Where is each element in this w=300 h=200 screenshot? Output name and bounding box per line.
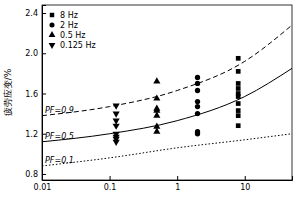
legend: 8 Hz2 Hz0.5 Hz0.125 Hz	[49, 11, 96, 50]
point	[236, 108, 241, 113]
legend-label: 0.125 Hz	[60, 41, 96, 50]
legend-entry: 0.5 Hz	[49, 31, 86, 40]
point	[195, 104, 200, 109]
tick: 10	[240, 176, 250, 192]
legend-label: 2 Hz	[60, 21, 78, 30]
legend-symbol	[49, 31, 56, 37]
tick-label: 0.8	[25, 170, 38, 179]
chart: 0.010.11100.81.21.62.02.4PF=0.9PF=0.5PF=…	[0, 0, 300, 200]
legend-label: 8 Hz	[60, 11, 78, 20]
axis-line	[43, 176, 293, 181]
legend-symbol	[50, 13, 54, 17]
curve	[42, 25, 292, 116]
tick-label: 1	[175, 183, 180, 192]
point	[195, 75, 200, 80]
point	[113, 104, 120, 110]
tick-mark	[42, 13, 46, 14]
legend-entry: 0.125 Hz	[49, 41, 96, 50]
tick-mark	[42, 53, 46, 54]
tick-label: 0.01	[34, 183, 52, 192]
point	[113, 112, 120, 118]
legend-symbol	[49, 22, 54, 27]
point	[236, 81, 241, 86]
point	[195, 81, 200, 86]
tick-label: 1.6	[25, 90, 38, 99]
tick: 0.1	[104, 176, 117, 192]
tick-label: 1.2	[25, 130, 38, 139]
tick-label: 2.4	[25, 9, 38, 18]
curve-label: PF=0.1	[45, 156, 74, 165]
legend-symbol	[49, 43, 56, 49]
point	[113, 140, 120, 146]
tick-mark	[42, 174, 46, 175]
plot: 0.010.11100.81.21.62.02.4PF=0.9PF=0.5PF=…	[25, 5, 292, 192]
point	[236, 56, 241, 61]
point	[195, 99, 200, 104]
tick: 1	[175, 176, 180, 192]
tick-mark	[245, 176, 246, 180]
tick-mark	[42, 94, 46, 95]
tick: 2.4	[25, 9, 46, 18]
marks	[42, 25, 292, 166]
tick-mark	[177, 176, 178, 180]
legend-label: 0.5 Hz	[60, 31, 85, 40]
tick-label: 0.1	[104, 183, 117, 192]
curve	[42, 134, 292, 166]
legend-entry: 2 Hz	[49, 21, 77, 30]
tick: 2.0	[25, 49, 46, 58]
point	[236, 69, 241, 74]
curve	[42, 68, 292, 141]
point	[113, 124, 120, 130]
tick: 1.6	[25, 90, 46, 99]
tick: 1.2	[25, 130, 46, 139]
tick-label: 10	[240, 183, 250, 192]
plot-frame	[42, 5, 292, 180]
point	[153, 77, 160, 83]
point	[236, 86, 241, 91]
point	[153, 128, 160, 134]
point	[153, 112, 160, 118]
curve-label: PF=0.5	[45, 132, 74, 141]
tick: 0.8	[25, 170, 46, 179]
y-axis: 0.8 1.2 1.6 2.0 2.4	[25, 6, 46, 181]
point	[236, 94, 241, 99]
point	[236, 123, 241, 128]
tick-mark	[110, 176, 111, 180]
x-axis: 0.01 0.1 1 10	[34, 176, 293, 192]
axis-line	[43, 6, 47, 181]
legend-entry: 8 Hz	[50, 11, 78, 20]
curve-label: PF=0.9	[45, 106, 74, 115]
y-axis-title: 疲劳应变/%	[3, 68, 13, 116]
point	[236, 101, 241, 106]
point	[195, 131, 200, 136]
curve-labels: PF=0.9 PF=0.5 PF=0.1	[45, 106, 74, 165]
point	[195, 88, 200, 93]
point	[236, 113, 241, 118]
tick-label: 2.0	[25, 49, 38, 58]
